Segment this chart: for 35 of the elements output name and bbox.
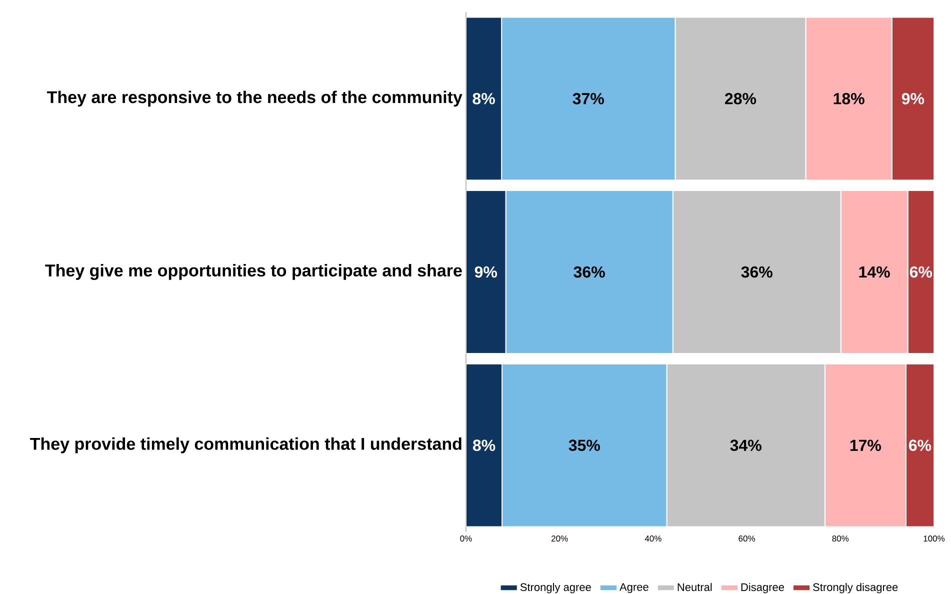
bar: [466, 190, 506, 354]
y-tick-label: They give me opportunities to participate and share: [45, 264, 462, 280]
bar: [466, 363, 503, 528]
data-label: 28%: [725, 93, 756, 104]
data-label: 8%: [472, 440, 496, 451]
legend-label: Agree: [620, 583, 648, 594]
data-label: 37%: [572, 92, 604, 104]
data-label: 17%: [850, 440, 882, 451]
data-label: 35%: [568, 440, 600, 451]
x-tick-label: 20%: [552, 536, 568, 542]
data-label: 9%: [902, 93, 924, 104]
data-label: 36%: [741, 266, 772, 278]
data-label: 8%: [472, 93, 495, 104]
legend-label: Strongly disagree: [813, 582, 898, 594]
bar: [905, 363, 934, 528]
data-label: 34%: [730, 440, 762, 451]
x-tick-label: 0%: [460, 536, 472, 542]
bar: [907, 190, 934, 354]
legend-label: Disagree: [741, 582, 784, 594]
legend-label: Neutral: [678, 582, 712, 592]
x-tick-label: 80%: [832, 536, 849, 542]
data-label: 9%: [474, 266, 498, 278]
bar: [891, 16, 934, 181]
bar: [466, 16, 502, 181]
x-tick-label: 100%: [924, 536, 945, 542]
y-tick-label: They provide timely communication that I understand: [30, 437, 462, 454]
x-tick-label: 40%: [644, 536, 662, 542]
legend-label: Strongly agree: [520, 582, 591, 594]
data-label: 18%: [834, 93, 864, 104]
data-label: 6%: [908, 440, 932, 451]
data-label: 36%: [574, 266, 605, 278]
data-label: 6%: [910, 266, 932, 278]
y-tick-label: They are responsive to the needs of the community: [47, 90, 462, 107]
data-label: 14%: [859, 266, 890, 278]
x-tick-label: 60%: [738, 536, 755, 542]
